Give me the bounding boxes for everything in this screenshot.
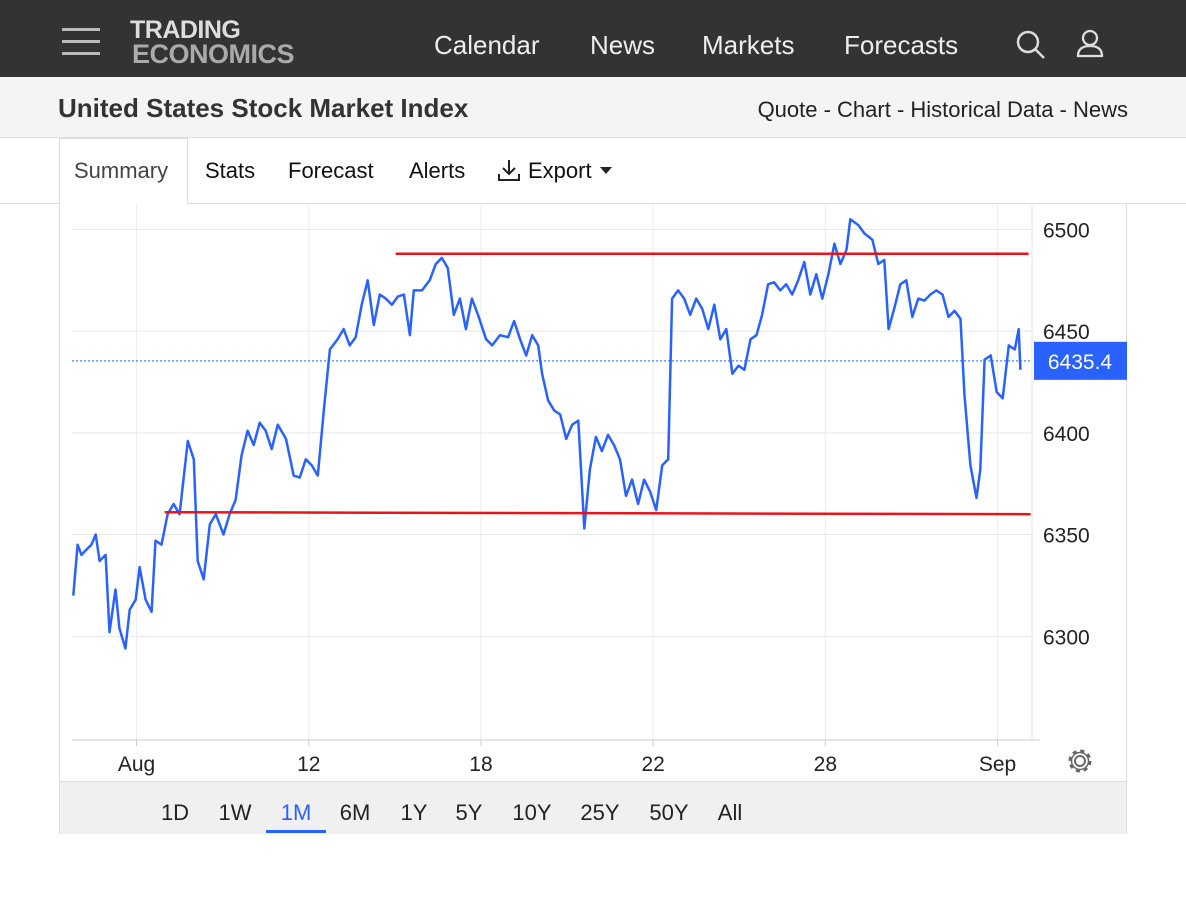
- tab[interactable]: Summary: [74, 158, 169, 183]
- y-tick-label: 6450: [1043, 321, 1090, 344]
- chart: 6300 6350 6400 6450 6500 Aug 12 18 22 28 Sep 6435.4: [72, 205, 1127, 776]
- y-tick-label: 6400: [1043, 423, 1090, 446]
- range-button[interactable]: 50Y: [649, 800, 689, 825]
- tab[interactable]: Export: [528, 158, 592, 183]
- nav-link[interactable]: Calendar: [434, 30, 540, 60]
- tab[interactable]: Forecast: [288, 158, 374, 183]
- y-tick-label: 6300: [1043, 626, 1090, 649]
- menu-icon[interactable]: [60, 26, 102, 58]
- last-value-box: [1034, 341, 1127, 380]
- x-tick-label: 18: [469, 753, 492, 776]
- range-button[interactable]: 10Y: [512, 800, 552, 825]
- range-button[interactable]: 1D: [160, 800, 190, 825]
- tabs-border: [0, 203, 1186, 204]
- y-tick-label: 6500: [1043, 219, 1090, 242]
- nav-link[interactable]: Markets: [702, 30, 795, 60]
- active-tab[interactable]: [59, 138, 188, 204]
- range-button[interactable]: 1M: [266, 800, 326, 833]
- x-tick-label: Aug: [118, 753, 155, 776]
- price-line: [72, 217, 1022, 650]
- range-button[interactable]: 6M: [339, 800, 371, 825]
- range-button[interactable]: 5Y: [455, 800, 483, 825]
- range-button[interactable]: 1Y: [400, 800, 428, 825]
- nav-link[interactable]: News: [590, 30, 656, 60]
- x-tick-label: Sep: [979, 753, 1016, 776]
- range-button[interactable]: 25Y: [580, 800, 620, 825]
- x-tick-label: 12: [297, 753, 320, 776]
- download-icon[interactable]: [497, 158, 523, 184]
- range-button[interactable]: 1W: [218, 800, 252, 825]
- y-tick-label: 6350: [1043, 525, 1090, 548]
- tab[interactable]: Stats: [205, 158, 256, 183]
- header-bar: [0, 77, 1186, 138]
- x-tick-label: 28: [814, 753, 837, 776]
- settings-icon[interactable]: [1066, 747, 1094, 775]
- nav-link[interactable]: Forecasts: [844, 30, 959, 60]
- dropdown-caret[interactable]: [600, 167, 612, 175]
- logo[interactable]: TRADING: [130, 16, 241, 44]
- x-tick-label: 22: [641, 753, 664, 776]
- trend-line: [164, 510, 1031, 516]
- sub-nav[interactable]: Quote - Chart - Historical Data - News: [757, 97, 1128, 122]
- logo[interactable]: ECONOMICS: [132, 39, 295, 69]
- user-icon[interactable]: [1076, 28, 1106, 60]
- page-title: United States Stock Market Index: [58, 93, 469, 123]
- range-bar: [60, 781, 1126, 834]
- last-value-label: 6435.4: [1048, 351, 1113, 374]
- search-icon[interactable]: [1015, 29, 1047, 61]
- top-bar: [0, 0, 1186, 77]
- tab[interactable]: Alerts: [409, 158, 466, 183]
- range-button[interactable]: All: [717, 800, 743, 825]
